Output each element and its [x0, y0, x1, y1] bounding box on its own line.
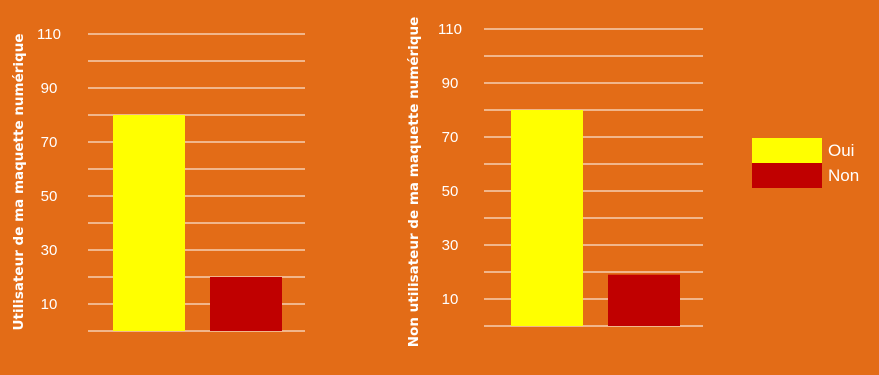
legend-label-oui: Oui	[828, 141, 854, 160]
legend-swatch-oui	[752, 138, 822, 163]
y-axis-label: Utilisateur de ma maquette numérique	[11, 34, 27, 331]
y-tick-label: 110	[438, 21, 462, 38]
bar-non	[608, 274, 680, 326]
y-tick-label: 70	[41, 134, 58, 151]
y-axis-label: Non utilisateur de ma maquette numérique	[406, 17, 422, 347]
y-tick-label: 110	[37, 26, 61, 43]
legend-swatch-non	[752, 163, 822, 188]
y-tick-label: 90	[442, 75, 459, 92]
bar-oui	[113, 115, 185, 331]
legend-label-non: Non	[828, 166, 859, 185]
y-tick-label: 10	[41, 296, 58, 313]
y-tick-label: 10	[442, 291, 459, 308]
y-tick-label: 50	[442, 183, 459, 200]
legend: Oui Non	[752, 138, 859, 188]
y-tick-label: 30	[41, 242, 58, 259]
bar-non	[210, 277, 282, 331]
chart-non-utilisateurs: 10 30 50 70 90 110 Non utilisateur de ma maque…	[406, 17, 703, 347]
bar-oui	[511, 110, 583, 326]
y-tick-label: 30	[442, 237, 459, 254]
y-tick-label: 70	[442, 129, 459, 146]
y-tick-label: 50	[41, 188, 58, 205]
y-tick-label: 90	[41, 80, 58, 97]
chart-utilisateurs: 10 30 50 70 90 110 Utilisateur de ma maquette …	[11, 26, 305, 332]
